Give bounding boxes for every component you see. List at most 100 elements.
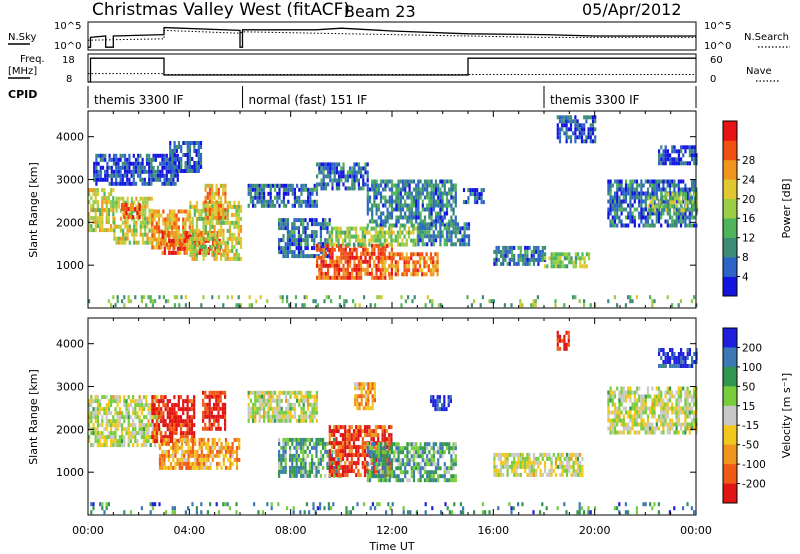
scatter-cell: [425, 264, 428, 269]
scatter-cell: [188, 407, 191, 412]
scatter-cell: [315, 222, 318, 227]
scatter-cell: [263, 394, 266, 399]
scatter-cell: [101, 228, 104, 233]
scatter-cell: [375, 255, 378, 260]
scatter-cell: [148, 153, 151, 158]
scatter-cell: [278, 394, 281, 399]
scatter-cell: [436, 256, 439, 261]
scatter-cell: [88, 399, 91, 404]
scatter-cell: [366, 223, 369, 228]
scatter-cell: [293, 242, 296, 247]
scatter-cell: [635, 191, 639, 196]
scatter-cell: [645, 196, 648, 201]
scatter-cell: [162, 295, 165, 300]
scatter-cell: [118, 415, 121, 420]
scatter-cell: [219, 426, 222, 431]
scatter-cell: [309, 402, 312, 407]
scatter-cell: [298, 402, 301, 407]
scatter-cell: [353, 166, 356, 171]
scatter-cell: [127, 439, 130, 444]
scatter-cell: [204, 414, 207, 419]
scatter-cell: [331, 259, 334, 264]
scatter-cell: [150, 169, 153, 174]
scatter-cell: [580, 127, 584, 132]
scatter-cell: [176, 457, 179, 462]
scatter-cell: [405, 252, 408, 257]
scatter-cell: [113, 224, 116, 229]
scatter-cell: [346, 174, 349, 179]
scatter-cell: [296, 418, 299, 423]
scatter-cell: [337, 425, 340, 430]
scatter-cell: [220, 465, 223, 470]
scatter-cell: [407, 268, 411, 273]
scatter-cell: [618, 179, 621, 184]
scatter-cell: [186, 213, 189, 218]
scatter-cell: [377, 187, 380, 192]
scatter-cell: [110, 303, 113, 308]
scatter-cell: [295, 457, 298, 462]
scatter-cell: [105, 204, 108, 209]
scatter-cell: [374, 429, 378, 434]
scatter-cell: [341, 433, 345, 438]
scatter-cell: [103, 443, 106, 448]
scatter-cell: [675, 219, 678, 224]
scatter-cell: [622, 191, 625, 196]
scatter-cell: [327, 182, 330, 187]
scatter-cell: [193, 141, 196, 145]
scatter-cell: [254, 203, 257, 208]
scatter-cell: [209, 236, 212, 241]
scatter-cell: [386, 211, 389, 216]
scatter-cell: [141, 204, 145, 209]
scatter-cell: [428, 234, 431, 239]
scatter-cell: [434, 179, 438, 184]
scatter-cell: [126, 204, 129, 209]
scatter-cell: [103, 427, 106, 432]
scatter-cell: [115, 181, 118, 186]
scatter-cell: [408, 211, 411, 216]
scatter-cell: [298, 203, 301, 208]
scatter-cell: [184, 221, 187, 226]
scatter-cell: [346, 251, 349, 256]
scatter-cell: [188, 165, 192, 169]
scatter-cell: [186, 427, 189, 432]
scatter-cell: [217, 244, 221, 249]
scatter-cell: [163, 449, 166, 454]
scatter-cell: [177, 423, 180, 428]
scatter-cell: [324, 243, 327, 248]
scatter-cell: [99, 435, 102, 440]
scatter-cell: [408, 207, 411, 212]
scatter-cell: [328, 238, 331, 243]
scatter-cell: [157, 217, 161, 222]
scatter-cell: [219, 211, 223, 216]
scatter-cell: [665, 192, 668, 197]
scatter-cell: [202, 252, 205, 257]
scatter-cell: [390, 252, 393, 257]
scatter-cell: [278, 218, 281, 223]
scatter-cell: [673, 183, 676, 188]
scatter-cell: [235, 212, 238, 217]
scatter-cell: [352, 453, 356, 458]
scatter-cell: [322, 465, 325, 470]
scatter-cell: [646, 211, 650, 216]
scatter-cell: [594, 139, 597, 144]
scatter-cell: [282, 191, 285, 196]
scatter-cell: [177, 407, 180, 412]
scatter-cell: [296, 195, 299, 200]
scatter-cell: [371, 255, 374, 260]
scatter-cell: [627, 295, 630, 300]
scatter-cell: [544, 252, 547, 257]
scatter-cell: [128, 228, 131, 233]
scatter-cell: [673, 149, 676, 154]
scatter-cell: [235, 449, 239, 454]
scatter-cell: [412, 179, 416, 184]
scatter-cell: [302, 238, 305, 243]
scatter-cell: [287, 187, 290, 192]
scatter-cell: [658, 200, 661, 205]
scatter-cell: [657, 211, 661, 216]
scatter-cell: [314, 299, 317, 304]
scatter-cell: [359, 226, 362, 231]
scatter-cell: [437, 230, 440, 235]
scatter-cell: [297, 234, 300, 239]
scatter-cell: [173, 415, 176, 420]
scatter-cell: [217, 207, 220, 212]
